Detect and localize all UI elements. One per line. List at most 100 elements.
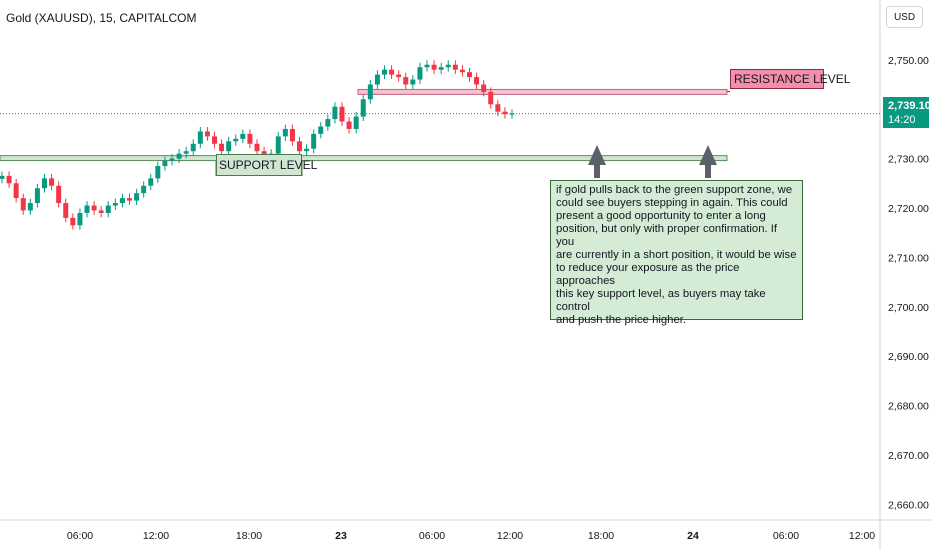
candle-body <box>197 131 203 144</box>
candle-body <box>297 141 302 152</box>
candle-body <box>275 136 281 154</box>
candle-body <box>176 153 182 159</box>
candle-body <box>481 84 487 92</box>
candle-body <box>91 205 97 211</box>
candle-body <box>445 64 451 68</box>
x-tick-label: 23 <box>335 530 347 542</box>
candle-body <box>353 116 359 129</box>
x-tick-label: 06:00 <box>773 530 799 542</box>
y-tick-label: 2,730.00 <box>888 154 929 166</box>
candle-body <box>289 128 295 142</box>
candle-body <box>162 161 168 167</box>
candle-body <box>98 210 104 213</box>
candle-body <box>212 136 217 144</box>
candle-body <box>389 69 395 75</box>
candle-body <box>488 91 494 105</box>
candle-body <box>34 188 40 204</box>
candle-body <box>318 126 324 134</box>
candle-body <box>105 205 111 213</box>
candle-body <box>127 198 132 201</box>
analysis-note[interactable]: if gold pulls back to the green support … <box>550 180 803 326</box>
candle-body <box>20 198 26 211</box>
candle-body <box>474 77 480 85</box>
last-price-value: 2,739.10 <box>888 100 931 112</box>
y-tick-label: 2,720.00 <box>888 203 929 215</box>
candle-body <box>77 212 83 226</box>
candle-body <box>219 143 225 152</box>
y-tick-label: 2,660.00 <box>888 499 929 511</box>
candle-body <box>311 133 317 149</box>
last-price-badge: 2,739.10 14:20 <box>883 97 931 128</box>
bar-countdown: 14:20 <box>888 114 916 126</box>
candle-body <box>112 203 118 206</box>
candle-body <box>509 113 515 115</box>
x-tick-label: 18:00 <box>588 530 614 542</box>
candle-body <box>417 67 423 80</box>
x-tick-label: 06:00 <box>67 530 93 542</box>
candle-body <box>247 133 253 144</box>
candle-body <box>56 185 62 204</box>
candle-body <box>84 205 90 213</box>
candle-body <box>339 106 345 122</box>
x-tick-label: 12:00 <box>143 530 169 542</box>
resistance-level-label[interactable]: RESISTANCE LEVEL <box>730 69 850 89</box>
candle-body <box>204 131 210 137</box>
candle-body <box>42 178 47 189</box>
candle-body <box>141 185 147 194</box>
up-arrow-shaft <box>594 163 600 178</box>
candle-body <box>148 178 154 186</box>
x-tick-label: 06:00 <box>419 530 445 542</box>
candle-body <box>6 175 12 184</box>
candle-body <box>382 69 387 75</box>
y-tick-label: 2,710.00 <box>888 252 929 264</box>
candle-body <box>233 138 239 142</box>
candle-body <box>49 178 55 186</box>
up-arrow-head <box>699 145 717 165</box>
candle-body <box>183 151 189 154</box>
candle-body <box>452 64 458 70</box>
candle-body <box>332 106 338 120</box>
candle-body <box>367 84 373 100</box>
resistance-zone <box>357 88 728 95</box>
candle-body <box>360 99 366 117</box>
candle-body <box>346 121 352 129</box>
up-arrow-head <box>588 145 606 165</box>
candle-body <box>467 72 472 78</box>
currency-selector-button[interactable]: USD <box>886 6 923 28</box>
candle-body <box>495 104 501 112</box>
candle-body <box>27 203 33 211</box>
y-tick-label: 2,750.00 <box>888 55 929 67</box>
candle-body <box>240 133 246 139</box>
candle-body <box>190 143 196 152</box>
candle-body <box>254 143 260 152</box>
candle-body <box>304 148 310 152</box>
candle-body <box>396 74 402 78</box>
candle-body <box>438 67 444 70</box>
candle-body <box>169 158 175 162</box>
candle-body <box>502 111 508 115</box>
candle-body <box>70 217 76 226</box>
candle-body <box>410 79 416 85</box>
y-tick-label: 2,680.00 <box>888 401 929 413</box>
up-arrow-shaft <box>705 163 711 178</box>
candle-body <box>374 74 380 85</box>
candle-body <box>13 183 19 199</box>
chart-title: Gold (XAUUSD), 15, CAPITALCOM <box>6 11 197 25</box>
candle-body <box>226 141 232 152</box>
x-tick-label: 12:00 <box>497 530 523 542</box>
candle-body <box>134 193 140 201</box>
y-tick-label: 2,700.00 <box>888 302 929 314</box>
candle-body <box>0 175 5 179</box>
candle-body <box>325 119 331 127</box>
y-tick-label: 2,690.00 <box>888 351 929 363</box>
y-tick-label: 2,670.00 <box>888 450 929 462</box>
support-level-label[interactable]: SUPPORT LEVEL <box>216 154 317 176</box>
candle-body <box>403 77 409 85</box>
candle-body <box>424 64 430 68</box>
candle-body <box>63 203 69 218</box>
candle-body <box>282 128 288 137</box>
x-tick-label: 18:00 <box>236 530 262 542</box>
candle-body <box>431 64 437 70</box>
candle-body <box>155 166 161 179</box>
support-zone <box>0 155 728 162</box>
